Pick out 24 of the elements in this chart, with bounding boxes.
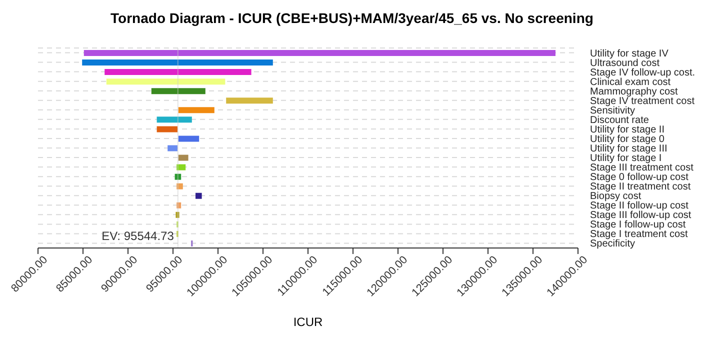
y-tick-label: Stage 0 follow-up cost bbox=[590, 172, 689, 184]
y-tick-label: Stage II follow-up cost bbox=[590, 200, 689, 212]
y-tick-label: Stage IV follow-up cost. bbox=[590, 67, 696, 78]
y-tick-label: Utility for stage II bbox=[590, 124, 664, 136]
y-tick-label: Stage IV treatment cost bbox=[590, 96, 695, 107]
y-tick-label: Utility for stage III bbox=[590, 144, 668, 154]
y-tick-label: Stage I follow-up cost bbox=[590, 220, 686, 231]
y-tick-label: Clinical exam cost bbox=[590, 76, 671, 88]
y-tick-label: Specificity bbox=[590, 238, 636, 250]
y-tick-label: Stage I treatment cost bbox=[590, 229, 688, 240]
y-tick-label: Utility for stage 0 bbox=[590, 134, 665, 145]
y-tick-label: Sensitivity bbox=[590, 105, 636, 116]
x-axis-title: ICUR bbox=[292, 315, 324, 329]
y-tick-label: Utility for stage IV bbox=[590, 48, 669, 60]
y-tick-label: Stage III follow-up cost bbox=[590, 210, 692, 222]
y-tick-label: Stage III treatment cost bbox=[590, 162, 694, 174]
y-tick-label: Stage II treatment cost bbox=[590, 182, 691, 193]
y-tick-label: Discount rate bbox=[590, 114, 650, 126]
y-tick-label: Ultrasound cost bbox=[590, 58, 660, 69]
ref-line-label: EV: 95544.73 bbox=[102, 229, 174, 243]
y-tick-label: Utility for stage I bbox=[590, 153, 662, 164]
y-tick-label: Biopsy cost bbox=[590, 191, 642, 202]
y-tick-label: Mammography cost bbox=[590, 86, 678, 98]
chart-title: Tornado Diagram - ICUR (CBE+BUS)+MAM/3year/45_65 vs. No screening bbox=[110, 10, 594, 26]
